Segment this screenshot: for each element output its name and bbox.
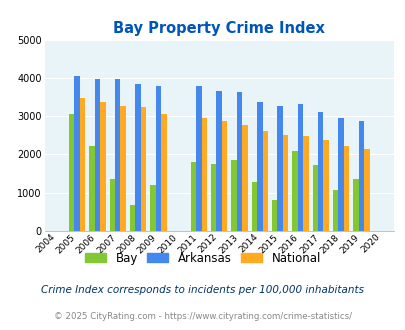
Bar: [323, 140, 328, 231]
Bar: [216, 90, 222, 231]
Bar: [89, 146, 94, 231]
Bar: [312, 165, 317, 231]
Bar: [297, 104, 303, 231]
Title: Bay Property Crime Index: Bay Property Crime Index: [113, 21, 324, 36]
Bar: [190, 162, 196, 231]
Bar: [358, 121, 363, 231]
Bar: [211, 164, 216, 231]
Bar: [155, 86, 161, 231]
Bar: [282, 135, 288, 231]
Bar: [236, 92, 242, 231]
Bar: [256, 102, 262, 231]
Bar: [141, 107, 146, 231]
Legend: Bay, Arkansas, National: Bay, Arkansas, National: [80, 247, 325, 269]
Bar: [150, 185, 155, 231]
Bar: [332, 190, 337, 231]
Bar: [251, 182, 256, 231]
Bar: [352, 179, 358, 231]
Bar: [242, 125, 247, 231]
Bar: [343, 146, 348, 231]
Text: © 2025 CityRating.com - https://www.cityrating.com/crime-statistics/: © 2025 CityRating.com - https://www.city…: [54, 312, 351, 321]
Bar: [262, 131, 267, 231]
Bar: [135, 84, 141, 231]
Bar: [196, 86, 201, 231]
Bar: [130, 205, 135, 231]
Bar: [222, 121, 227, 231]
Bar: [337, 118, 343, 231]
Bar: [231, 160, 236, 231]
Bar: [317, 112, 323, 231]
Bar: [363, 149, 369, 231]
Text: Crime Index corresponds to incidents per 100,000 inhabitants: Crime Index corresponds to incidents per…: [41, 285, 364, 295]
Bar: [115, 79, 120, 231]
Bar: [292, 150, 297, 231]
Bar: [201, 118, 207, 231]
Bar: [74, 76, 80, 231]
Bar: [303, 136, 308, 231]
Bar: [120, 106, 126, 231]
Bar: [109, 179, 115, 231]
Bar: [80, 98, 85, 231]
Bar: [271, 200, 277, 231]
Bar: [161, 114, 166, 231]
Bar: [277, 106, 282, 231]
Bar: [94, 79, 100, 231]
Bar: [100, 102, 105, 231]
Bar: [69, 114, 74, 231]
